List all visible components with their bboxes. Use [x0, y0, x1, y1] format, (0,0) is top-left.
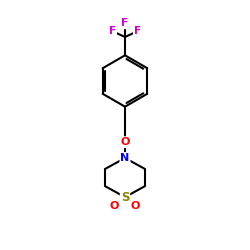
Text: F: F — [134, 26, 141, 36]
Text: N: N — [120, 153, 130, 163]
Text: F: F — [122, 18, 128, 28]
Text: O: O — [120, 137, 130, 147]
Text: S: S — [121, 190, 129, 203]
Text: O: O — [131, 201, 140, 211]
Text: F: F — [109, 26, 116, 36]
Text: O: O — [110, 201, 119, 211]
